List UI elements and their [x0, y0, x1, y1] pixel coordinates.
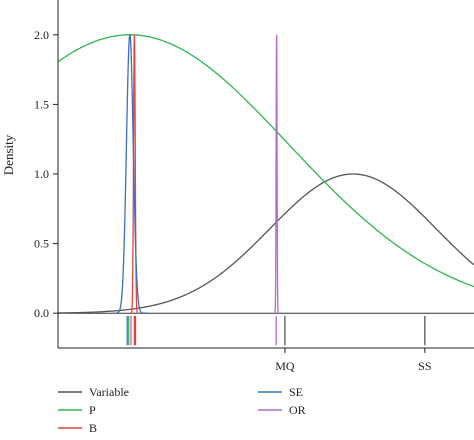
legend-item-se: SE — [258, 385, 303, 399]
curve-or — [274, 34, 280, 314]
curve-variable — [57, 173, 474, 314]
curve-b — [130, 34, 139, 314]
legend-item-variable: Variable — [58, 385, 129, 399]
y-axis-title: Density — [1, 134, 16, 175]
legend-label: B — [89, 421, 97, 435]
y-tick-label: 1.5 — [34, 97, 49, 111]
legend-item-b: B — [58, 421, 97, 435]
legend-label: SE — [289, 385, 303, 399]
axes: 0.0 0.5 1.0 1.5 2.0 MQ SS — [34, 0, 474, 373]
legend-label: P — [89, 403, 96, 417]
y-tick-label: 2.0 — [34, 28, 49, 42]
legend: Variable PB SE OR — [58, 385, 306, 435]
legend-item-p: P — [58, 403, 96, 417]
legend-label: Variable — [89, 385, 129, 399]
y-tick-label: 0.5 — [34, 237, 49, 251]
y-tick-label: 1.0 — [34, 167, 49, 181]
x-tick-label: SS — [418, 359, 431, 373]
y-tick-label: 0.0 — [34, 306, 49, 320]
density-curves — [57, 33, 474, 314]
rug-marks — [126, 315, 426, 346]
x-tick-label: MQ — [275, 359, 295, 373]
curve-se — [112, 33, 147, 314]
curve-p — [57, 34, 474, 288]
legend-item-or: OR — [258, 403, 306, 417]
legend-label: OR — [289, 403, 306, 417]
